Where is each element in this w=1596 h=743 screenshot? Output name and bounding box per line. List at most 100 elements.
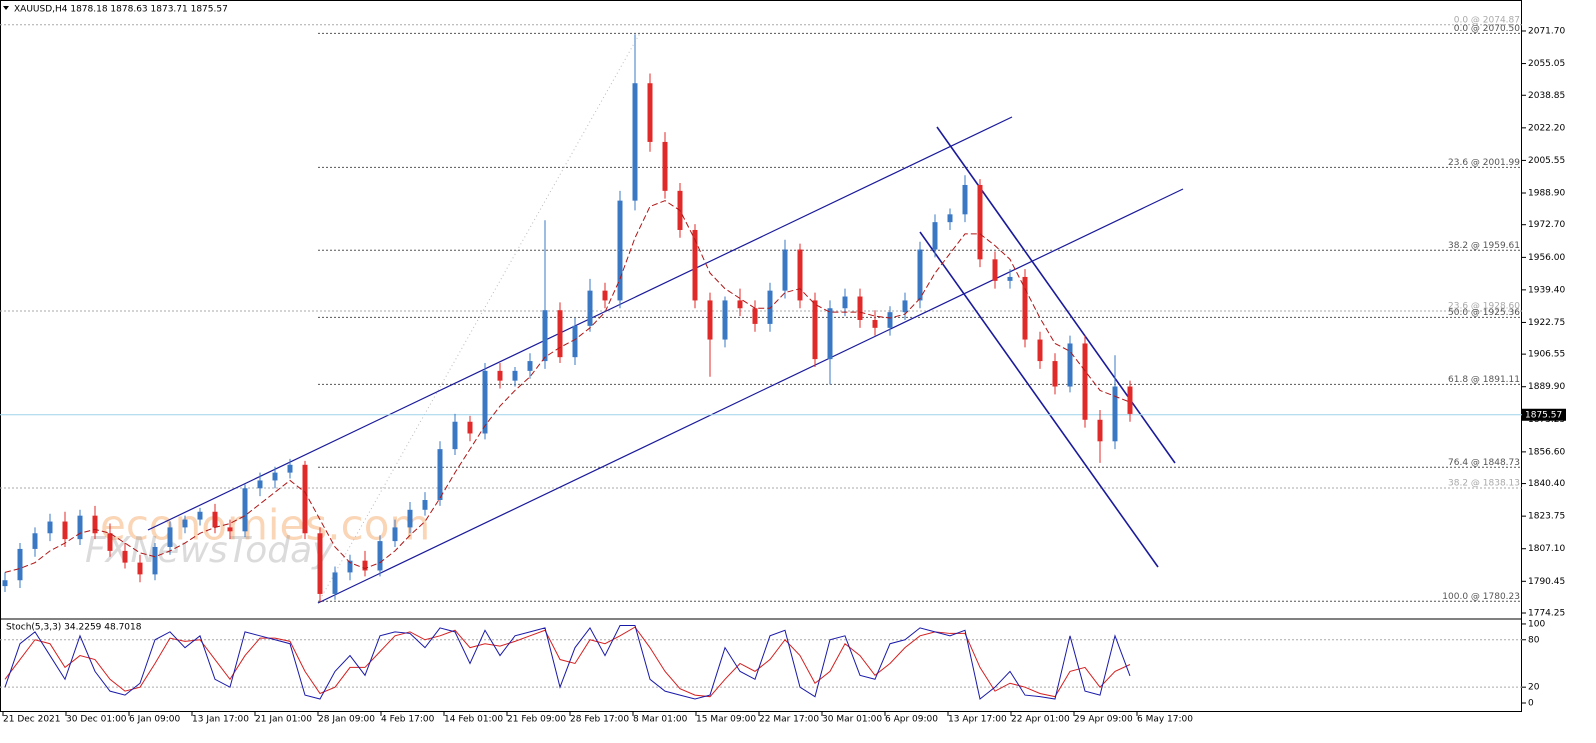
candle-body [17,548,23,581]
y-tick-label: 2038.85 [1528,91,1565,101]
candle-body [812,300,818,360]
candle-body [1007,276,1013,281]
x-tick-label: 15 Mar 09:00 [696,715,756,725]
candle-body [422,500,428,510]
candle-body [932,222,938,250]
fib-label: 38.2 @ 1838.13 [1448,479,1520,489]
candle-body [947,214,953,223]
candle-body [452,421,458,450]
y-tick-label: 1774.25 [1528,609,1565,619]
candle-body [842,296,848,309]
candle-body [617,200,623,301]
candle-body [752,308,758,324]
y-tick-label: 2022.20 [1528,123,1565,133]
trendlines [147,116,1184,604]
candle-body [512,370,518,381]
y-tick-label: 1988.90 [1528,188,1565,198]
x-tick-label: 6 Apr 09:00 [885,715,938,725]
candle-body [272,472,278,481]
y-tick-label: 1906.55 [1528,350,1565,360]
fib-label: 23.6 @ 1928.60 [1448,301,1520,311]
x-tick-label: 30 Dec 01:00 [66,715,127,725]
x-tick-label: 4 Feb 17:00 [381,715,435,725]
x-tick-label: 14 Feb 01:00 [444,715,503,725]
candle-body [467,421,473,434]
candle-body [1067,343,1073,387]
x-tick-label: 28 Jan 09:00 [318,715,375,725]
candle-body [62,521,68,540]
candle-body [662,141,668,191]
fib-label: 23.6 @ 2001.99 [1448,158,1520,168]
candle-body [1112,386,1118,442]
y-tick-label: 2055.05 [1528,59,1565,69]
stoch-tick-label: 20 [1528,683,1540,693]
x-tick-label: 22 Mar 17:00 [759,715,819,725]
indicator-label: Stoch(5,3,3) 34.2259 48.7018 [6,623,142,633]
x-tick-label: 13 Apr 17:00 [948,715,1007,725]
candle-body [1082,343,1088,420]
candle-body [722,300,728,340]
y-tick-label: 2005.55 [1528,156,1565,166]
candle-body [347,560,353,573]
fib-label: 50.0 @ 1925.36 [1448,308,1520,318]
candle-body [917,249,923,301]
stoch-line [4,626,1131,698]
candle-body [872,319,878,328]
watermark: FXNewsToday [85,530,334,571]
candle-body [542,310,548,362]
candle-body [737,300,743,309]
watermark: economies.com [100,501,430,550]
candle-body [212,511,218,528]
candle-body [77,515,83,540]
candle-body [857,296,863,320]
candle-body [107,533,113,551]
channel-lower [317,188,1184,604]
y-tick-label: 1840.40 [1528,479,1565,489]
candle-body [977,184,983,260]
y-tick-label: 1807.10 [1528,544,1565,554]
fib-label: 76.4 @ 1848.73 [1448,458,1520,468]
candle-body [377,541,383,571]
candle-body [287,464,293,473]
candle-body [167,527,173,547]
y-tick-label: 1922.75 [1528,318,1565,328]
candle-body [692,229,698,301]
candle-body [482,370,488,434]
candle-body [767,290,773,324]
candle-body [887,312,893,328]
candle-body [182,519,188,528]
candle-body [827,308,833,360]
candle-body [47,521,53,534]
fib-label: 100.0 @ 1780.23 [1442,592,1520,602]
y-tick-label: 1939.40 [1528,285,1565,295]
candle-body [632,83,638,201]
header-arrow [3,6,9,10]
candle-body [1022,276,1028,340]
moving-average [4,200,1131,573]
candle-body [122,550,128,563]
chart-header: XAUUSD,H4 1878.18 1878.63 1873.71 1875.5… [14,5,228,15]
x-tick-label: 28 Feb 17:00 [570,715,629,725]
candle-body [242,488,248,532]
stoch-tick-label: 80 [1528,635,1540,645]
plot-frame [0,0,1522,712]
candle-body [1052,361,1058,387]
candle-body [602,290,608,301]
candle-body [332,572,338,594]
candle-body [1097,419,1103,442]
candle-body [497,370,503,381]
candle-body [1037,339,1043,362]
x-tick-label: 21 Dec 2021 [3,715,61,725]
x-tick-label: 30 Mar 01:00 [822,715,882,725]
candle-body [317,533,323,594]
x-tick-label: 21 Feb 09:00 [507,715,566,725]
candle-body [572,325,578,358]
candle-body [227,527,233,532]
candle-body [152,546,158,575]
x-tick-label: 13 Jan 17:00 [192,715,249,725]
fib-label: 0.0 @ 2074.87 [1454,15,1520,25]
candle-body [362,560,368,571]
down-channel-lower [919,231,1159,568]
candle-body [2,580,8,587]
